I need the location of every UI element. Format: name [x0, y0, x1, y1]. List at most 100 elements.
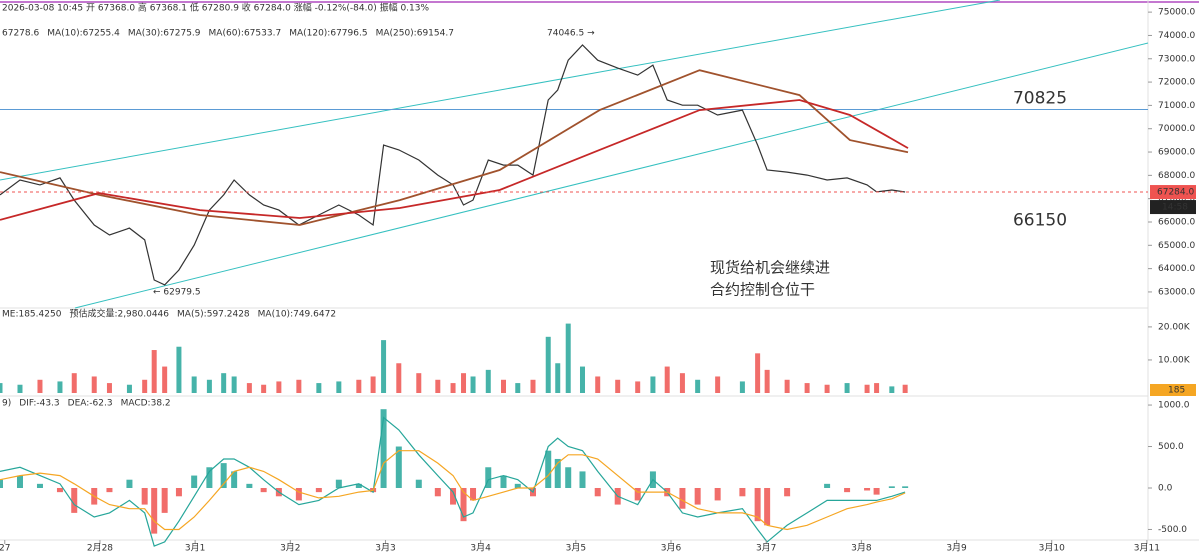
legend-entry: DEA:-62.3: [68, 399, 113, 409]
volume-bar: [206, 379, 212, 393]
volume-bar: [142, 379, 148, 393]
volume-bar: [261, 384, 267, 393]
x-tick-label: 3月7: [756, 543, 776, 554]
volume-bar: [755, 353, 761, 393]
macd-bar: [470, 487, 477, 501]
x-tick-label: 3月3: [375, 543, 395, 554]
x-tick-label: 3月8: [851, 543, 872, 554]
annotation: 74046.5 →: [547, 29, 595, 39]
volume-bar: [450, 383, 456, 393]
volume-bar: [804, 383, 810, 393]
volume-bar: [91, 376, 97, 393]
legend-entry: MA(250):69154.7: [376, 29, 454, 39]
volume-bar: [844, 383, 850, 393]
volume-bar: [231, 376, 237, 393]
volume-bar: [615, 379, 621, 393]
macd-bar: [784, 487, 791, 497]
volume-bar: [71, 373, 77, 393]
volume-bar: [381, 340, 387, 393]
volume-bar: [530, 379, 536, 393]
y-tick-label: 63000.0: [1158, 287, 1195, 297]
x-tick-label: 2月28: [87, 543, 113, 554]
macd-bar: [739, 487, 746, 497]
last-volume-box: [1150, 384, 1196, 396]
volume-bar: [555, 363, 561, 393]
volume-bar: [176, 346, 182, 393]
macd-bar: [175, 487, 182, 497]
volume-bar: [435, 379, 441, 393]
macd-bar: [71, 487, 78, 513]
y-tick-label: 72000.0: [1158, 78, 1195, 88]
x-tick-label: 3月5: [566, 543, 586, 554]
macd-bar: [824, 483, 831, 488]
macd-bar: [694, 487, 701, 505]
legend-entry: MA(120):67796.5: [289, 29, 367, 39]
legend-entry: MA(10):749.6472: [258, 310, 336, 320]
y-tick-label: 73000.0: [1158, 54, 1195, 64]
macd-line: [0, 450, 906, 531]
macd-bar: [355, 483, 362, 488]
macd-bar: [415, 479, 422, 488]
volume-bar: [500, 379, 506, 393]
macd-bar: [764, 487, 771, 526]
y-tick-label: 500.0: [1158, 442, 1184, 452]
volume-bar: [37, 379, 43, 393]
legend-entry: ME:185.4250: [2, 310, 62, 320]
trend-line: [74, 42, 1149, 309]
macd-bar: [450, 487, 457, 505]
macd-bar: [579, 471, 586, 488]
x-tick-label: 3月1: [185, 543, 205, 554]
y-tick-label: 67000.0: [1158, 194, 1195, 204]
macd-bar: [565, 467, 572, 488]
macd-bar: [902, 486, 909, 488]
last-price-box: [1150, 185, 1196, 200]
countdown-box: [1150, 200, 1196, 215]
x-tick-label: 3月2: [280, 543, 300, 554]
volume-bar: [162, 366, 168, 393]
macd-bar: [545, 450, 552, 488]
volume-bar: [545, 336, 551, 393]
y-tick-label: 20.00K: [1158, 322, 1191, 332]
macd-bar: [206, 467, 213, 488]
x-tick-label: 3月10: [1039, 543, 1065, 554]
volume-bar: [515, 383, 521, 393]
volume-bar: [0, 383, 3, 393]
volume-bar: [316, 383, 322, 393]
y-tick-label: 10.00K: [1158, 355, 1191, 365]
level-label: 66150: [1013, 210, 1067, 230]
volume-bar: [715, 376, 721, 393]
y-tick-label: 1000.0: [1158, 401, 1190, 411]
macd-bar: [485, 467, 492, 488]
volume-bar: [17, 384, 23, 393]
volume-bar: [191, 376, 197, 393]
annotation: 合约控制仓位干: [710, 281, 815, 299]
volume-bar: [396, 363, 402, 393]
y-tick-label: 69000.0: [1158, 148, 1195, 158]
macd-bar: [315, 487, 322, 493]
macd-bar: [594, 487, 601, 497]
macd-bar: [554, 458, 561, 488]
volume-bar: [470, 376, 476, 393]
volume-bar: [485, 369, 491, 393]
volume-bar: [679, 373, 685, 393]
y-tick-label: 65000.0: [1158, 241, 1195, 251]
macd-bar: [864, 487, 871, 491]
volume-bar: [784, 379, 790, 393]
macd-bar: [335, 479, 342, 488]
countdown: 14:58: [1162, 203, 1188, 213]
volume-bar: [416, 373, 422, 393]
macd-bar: [191, 475, 198, 488]
annotation: 现货给机会继续进: [710, 259, 830, 277]
legend-entry: MA(30):67275.9: [128, 29, 201, 39]
volume-bar: [739, 381, 745, 393]
macd-bar: [754, 487, 761, 522]
macd-bar: [16, 475, 23, 488]
macd-bar: [873, 487, 880, 495]
volume-bar: [664, 366, 670, 393]
macd-line: [0, 416, 906, 547]
macd-bar: [220, 463, 227, 488]
y-tick-label: -500.0: [1158, 525, 1187, 535]
legend-entry: MACD:38.2: [121, 399, 171, 409]
macd-bar: [460, 487, 467, 522]
